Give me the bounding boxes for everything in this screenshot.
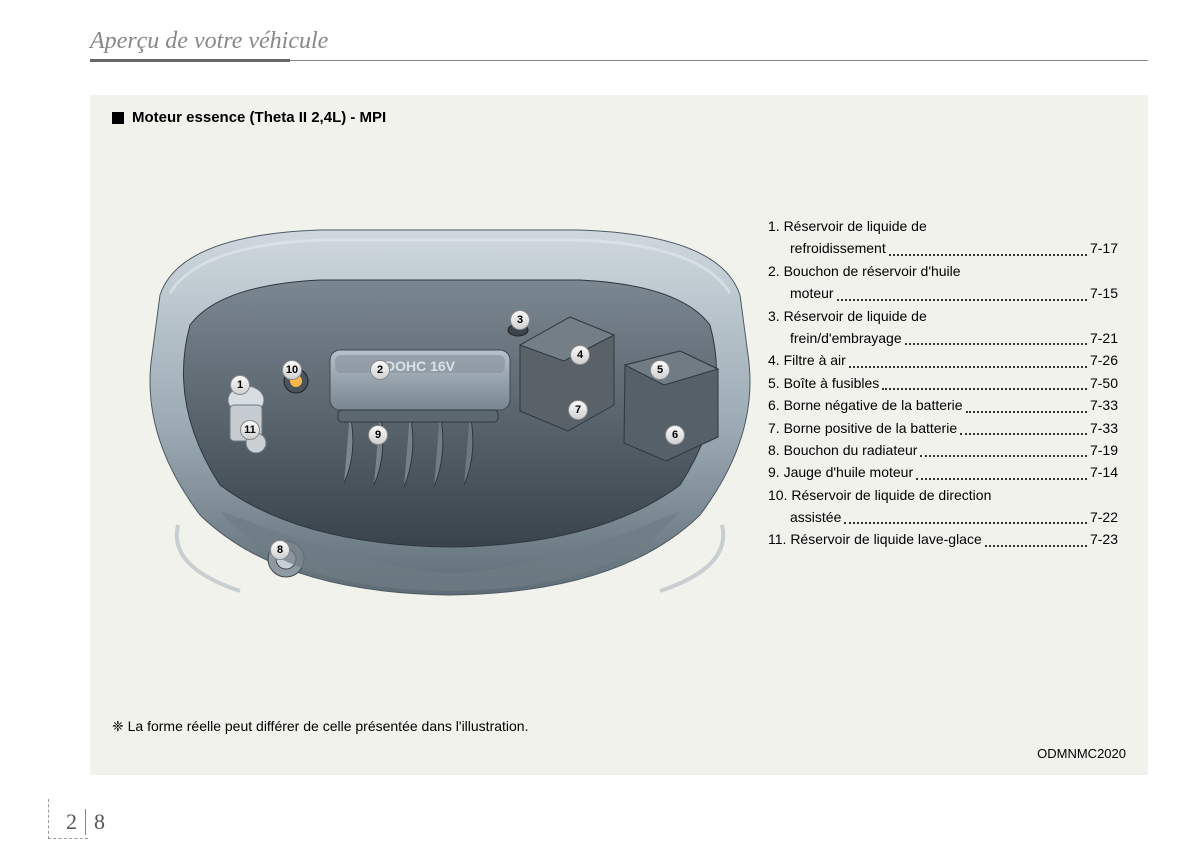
heading-bullet-icon [112,112,124,124]
section-heading: Moteur essence (Theta II 2,4L) - MPI [112,109,1126,126]
legend-item: 7. Borne positive de la batterie7-33 [768,417,1118,439]
content-box: Moteur essence (Theta II 2,4L) - MPI [90,95,1148,775]
callout-4: 4 [570,345,590,365]
callout-2: 2 [370,360,390,380]
legend-lastline: refroidissement7-17 [768,237,1118,259]
legend-item: 4. Filtre à air7-26 [768,349,1118,371]
legend-lastline: moteur7-15 [768,282,1118,304]
callout-10: 10 [282,360,302,380]
legend-lastline: 11. Réservoir de liquide lave-glace7-23 [768,528,1118,550]
legend-lastline: 5. Boîte à fusibles7-50 [768,372,1118,394]
callout-1: 1 [230,375,250,395]
legend-item: 5. Boîte à fusibles7-50 [768,372,1118,394]
page-number-chapter: 2 [66,809,85,835]
legend-lastline: assistée7-22 [768,506,1118,528]
callout-11: 11 [240,420,260,440]
legend-item: 11. Réservoir de liquide lave-glace7-23 [768,528,1118,550]
legend-line: 2. Bouchon de réservoir d'huile [768,260,1118,282]
page-number-divider [85,809,86,835]
callout-9: 9 [368,425,388,445]
legend-item: 10. Réservoir de liquide de directionass… [768,484,1118,529]
legend-list: 1. Réservoir de liquide derefroidissemen… [768,215,1118,551]
engine-cover-text: DOHC 16V [385,358,456,374]
heading-text: Moteur essence (Theta II 2,4L) - MPI [132,109,386,126]
legend-line: 10. Réservoir de liquide de direction [768,484,1118,506]
page-number: 2 8 [66,809,105,835]
legend-line: 1. Réservoir de liquide de [768,215,1118,237]
callout-5: 5 [650,360,670,380]
legend-item: 1. Réservoir de liquide derefroidissemen… [768,215,1118,260]
legend-lastline: frein/d'embrayage7-21 [768,327,1118,349]
callout-7: 7 [568,400,588,420]
legend-item: 3. Réservoir de liquide defrein/d'embray… [768,305,1118,350]
footnote: ❈ La forme réelle peut différer de celle… [112,718,529,735]
page-number-page: 8 [94,809,105,835]
callout-8: 8 [270,540,290,560]
legend-item: 2. Bouchon de réservoir d'huilemoteur7-1… [768,260,1118,305]
legend-line: 3. Réservoir de liquide de [768,305,1118,327]
callout-6: 6 [665,425,685,445]
legend-lastline: 8. Bouchon du radiateur7-19 [768,439,1118,461]
callout-3: 3 [510,310,530,330]
chapter-title: Aperçu de votre véhicule [90,28,1148,55]
engine-diagram: DOHC 16V [120,175,780,605]
legend-item: 9. Jauge d'huile moteur7-14 [768,461,1118,483]
header-rule [90,57,1148,67]
legend-lastline: 6. Borne négative de la batterie7-33 [768,394,1118,416]
legend-item: 8. Bouchon du radiateur7-19 [768,439,1118,461]
engine-svg: DOHC 16V [120,175,780,605]
legend-lastline: 7. Borne positive de la batterie7-33 [768,417,1118,439]
legend-lastline: 9. Jauge d'huile moteur7-14 [768,461,1118,483]
legend-item: 6. Borne négative de la batterie7-33 [768,394,1118,416]
image-id: ODMNMC2020 [1037,746,1126,761]
legend-lastline: 4. Filtre à air7-26 [768,349,1118,371]
